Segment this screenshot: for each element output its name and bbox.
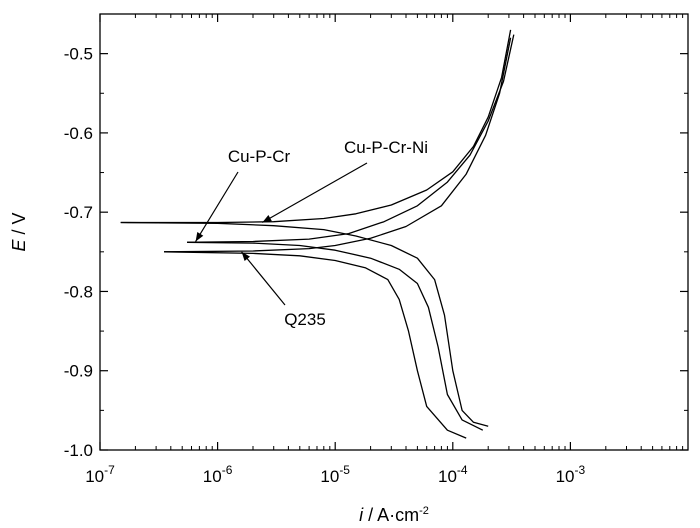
x-tick-label-exponent: -7 — [104, 463, 115, 477]
annotation-arrowhead-cu-p-cr — [195, 232, 204, 242]
series-cu-p-cr-ni-cathodic-curve — [120, 221, 489, 427]
x-tick-label-base: 10 — [85, 467, 104, 486]
y-tick-label: -0.6 — [64, 124, 93, 143]
annotation-arrowhead-cu-p-cr-ni — [262, 215, 272, 223]
series-cu-p-cr-cathodic-curve — [187, 241, 484, 431]
y-tick-label: -0.8 — [64, 282, 93, 301]
x-tick-label: 10-7 — [85, 463, 115, 486]
series-cu-p-cr-ni-anodic-curve — [120, 29, 512, 224]
x-tick-label-base: 10 — [556, 467, 575, 486]
x-tick-label: 10-3 — [556, 463, 586, 486]
series-layer — [120, 29, 515, 439]
annotation-arrowhead-q235 — [241, 251, 250, 261]
annotation-label-cu-p-cr-ni: Cu-P-Cr-Ni — [344, 138, 428, 157]
annotation-label-cu-p-cr: Cu-P-Cr — [228, 147, 291, 166]
y-ticks: -1.0 -0.9 -0.8 -0.7 -0.6 -0.5 — [64, 13, 688, 460]
x-tick-label-exponent: -5 — [339, 463, 350, 477]
plot-frame — [99, 13, 689, 451]
annotation-arrow-q235 — [241, 251, 286, 306]
x-ticks: 10-7 10-6 10-5 10-4 10-3 — [85, 14, 684, 486]
series-q235-cathodic-curve — [163, 251, 467, 439]
x-tick-label-exponent: -4 — [457, 463, 468, 477]
annotations: Cu-P-Cr-Ni Cu-P-Cr Q235 — [195, 138, 428, 329]
series-q235-anodic-curve — [163, 37, 512, 253]
x-tick-label-base: 10 — [320, 467, 339, 486]
x-tick-label-exponent: -6 — [222, 463, 233, 477]
annotation-arrow-cu-p-cr — [195, 171, 239, 242]
y-axis-title: E / V — [9, 212, 29, 251]
x-tick-label-base: 10 — [438, 467, 457, 486]
x-tick-label: 10-5 — [320, 463, 350, 486]
x-tick-label: 10-6 — [203, 463, 233, 486]
x-tick-label-exponent: -3 — [575, 463, 586, 477]
annotation-arrow-cu-p-cr-ni — [262, 162, 368, 224]
x-tick-label: 10-4 — [438, 463, 468, 486]
y-tick-label: -0.9 — [64, 362, 93, 381]
y-axis-symbol: E — [9, 239, 29, 252]
y-tick-label: -0.5 — [64, 45, 93, 64]
y-axis-unit: / V — [9, 212, 29, 239]
x-tick-label-base: 10 — [203, 467, 222, 486]
series-cu-p-cr-anodic-curve — [187, 34, 515, 243]
x-axis-unit-exponent: -2 — [419, 505, 429, 517]
x-axis-unit: / A·cm — [363, 505, 419, 525]
x-axis-title: i / A·cm-2 — [359, 505, 429, 525]
annotation-label-q235: Q235 — [284, 310, 326, 329]
x-axis-symbol: i — [359, 505, 364, 525]
y-tick-label: -1.0 — [64, 441, 93, 460]
y-tick-label: -0.7 — [64, 203, 93, 222]
